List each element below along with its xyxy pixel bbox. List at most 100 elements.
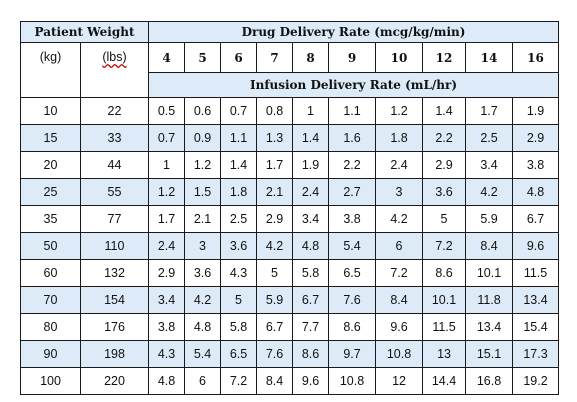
infusion-rate-cell: 15.4 <box>512 313 560 341</box>
infusion-rate-cell: 1.2 <box>375 97 424 125</box>
infusion-rate-cell: 16.8 <box>465 367 514 395</box>
table-row: 90 198 4.3 5.4 6.5 7.6 8.6 9.7 10.8 13 15.1 17.3 <box>20 340 560 368</box>
unit-lbs-text: (lbs) <box>102 50 127 64</box>
table-row: 20 44 1 1.2 1.4 1.7 1.9 2.2 2.4 2.9 3.4 3.8 <box>20 151 560 179</box>
infusion-rate-cell: 10.1 <box>465 259 514 287</box>
infusion-rate-cell: 3.8 <box>328 205 377 233</box>
infusion-rate-cell: 9.7 <box>328 340 377 368</box>
unit-lbs-header: (lbs) <box>79 42 150 98</box>
rate-column-header: 10 <box>375 42 424 73</box>
table-row: 70 154 3.4 4.2 5 5.9 6.7 7.6 8.4 10.1 11.8 13.4 <box>20 286 560 314</box>
rate-column-header: 6 <box>220 42 258 73</box>
table-row: 100 220 4.8 6 7.2 8.4 9.6 10.8 12 14.4 16.8 19.2 <box>20 367 560 395</box>
table-row: 15 33 0.7 0.9 1.1 1.3 1.4 1.6 1.8 2.2 2.5 2.9 <box>20 124 560 152</box>
infusion-rate-cell: 17.3 <box>512 340 560 368</box>
infusion-rate-cell: 1.6 <box>328 124 377 152</box>
infusion-rate-cell: 13.4 <box>465 313 514 341</box>
weight-kg-cell: 25 <box>20 178 81 206</box>
infusion-rate-cell: 10.8 <box>328 367 377 395</box>
infusion-rate-cell: 1.2 <box>148 178 186 206</box>
patient-weight-header: Patient Weight <box>19 21 150 43</box>
header-row-sub: Infusion Delivery Rate (mL/hr) <box>21 72 560 98</box>
infusion-rate-cell: 2.9 <box>256 205 294 233</box>
infusion-rate-cell: 1.3 <box>256 124 294 152</box>
infusion-rate-cell: 4.2 <box>184 286 222 314</box>
infusion-rate-cell: 1.1 <box>328 97 377 125</box>
rate-column-header: 16 <box>512 42 560 73</box>
infusion-rate-cell: 3.6 <box>220 232 258 260</box>
infusion-rate-cell: 6 <box>184 367 222 395</box>
infusion-rate-cell: 7.2 <box>422 232 467 260</box>
weight-kg-cell: 70 <box>20 286 81 314</box>
infusion-rate-cell: 5.8 <box>292 259 330 287</box>
infusion-rate-cell: 3.6 <box>184 259 222 287</box>
weight-lbs-cell: 154 <box>79 286 150 314</box>
weight-kg-cell: 15 <box>20 124 81 152</box>
infusion-rate-cell: 4.8 <box>148 367 186 395</box>
rate-column-header: 5 <box>184 42 222 73</box>
infusion-rate-cell: 12 <box>375 367 424 395</box>
weight-kg-cell: 80 <box>20 313 81 341</box>
weight-kg-cell: 35 <box>20 205 81 233</box>
weight-lbs-cell: 198 <box>79 340 150 368</box>
rate-column-header: 7 <box>256 42 294 73</box>
infusion-rate-cell: 4.8 <box>184 313 222 341</box>
infusion-rate-cell: 8.4 <box>375 286 424 314</box>
weight-kg-cell: 20 <box>20 151 81 179</box>
rate-column-header: 4 <box>148 42 186 73</box>
infusion-rate-cell: 19.2 <box>512 367 560 395</box>
infusion-rate-cell: 2.2 <box>422 124 467 152</box>
infusion-rate-cell: 0.6 <box>184 97 222 125</box>
infusion-rate-cell: 9.6 <box>512 232 560 260</box>
infusion-rate-cell: 1 <box>292 97 330 125</box>
infusion-rate-cell: 3 <box>375 178 424 206</box>
infusion-rate-cell: 1.9 <box>292 151 330 179</box>
infusion-rate-cell: 3 <box>184 232 222 260</box>
infusion-rate-cell: 1.8 <box>220 178 258 206</box>
infusion-rate-cell: 4.8 <box>512 178 560 206</box>
infusion-rate-cell: 6.5 <box>220 340 258 368</box>
infusion-rate-cell: 8.6 <box>422 259 467 287</box>
infusion-rate-cell: 15.1 <box>465 340 514 368</box>
weight-kg-cell: 50 <box>20 232 81 260</box>
infusion-rate-cell: 3.8 <box>148 313 186 341</box>
infusion-rate-cell: 2.1 <box>184 205 222 233</box>
infusion-rate-cell: 1.1 <box>220 124 258 152</box>
infusion-rate-cell: 0.8 <box>256 97 294 125</box>
infusion-rate-cell: 10.1 <box>422 286 467 314</box>
rate-column-header: 12 <box>422 42 467 73</box>
infusion-rate-cell: 0.5 <box>148 97 186 125</box>
infusion-rate-cell: 6.7 <box>256 313 294 341</box>
infusion-rate-cell: 3.6 <box>422 178 467 206</box>
rate-column-header: 9 <box>328 42 377 73</box>
unit-kg-header: (kg) <box>20 42 81 98</box>
infusion-rate-cell: 1.5 <box>184 178 222 206</box>
infusion-rate-cell: 7.6 <box>256 340 294 368</box>
weight-lbs-cell: 132 <box>79 259 150 287</box>
infusion-rate-cell: 13.4 <box>512 286 560 314</box>
infusion-rate-cell: 3.4 <box>292 205 330 233</box>
table-row: 80 176 3.8 4.8 5.8 6.7 7.7 8.6 9.6 11.5 13.4 15.4 <box>20 313 560 341</box>
table-row: 60 132 2.9 3.6 4.3 5 5.8 6.5 7.2 8.6 10.1 11.5 <box>20 259 560 287</box>
infusion-rate-cell: 0.7 <box>220 97 258 125</box>
infusion-rate-cell: 2.9 <box>422 151 467 179</box>
infusion-rate-cell: 1.4 <box>292 124 330 152</box>
infusion-rate-cell: 7.2 <box>220 367 258 395</box>
infusion-rate-cell: 5.4 <box>328 232 377 260</box>
infusion-rate-cell: 8.4 <box>256 367 294 395</box>
infusion-rate-cell: 9.6 <box>292 367 330 395</box>
table-row: 25 55 1.2 1.5 1.8 2.1 2.4 2.7 3 3.6 4.2 4.8 <box>20 178 560 206</box>
infusion-rate-cell: 1.4 <box>422 97 467 125</box>
infusion-rate-cell: 2.5 <box>465 124 514 152</box>
infusion-rate-cell: 2.2 <box>328 151 377 179</box>
infusion-rate-cell: 5.9 <box>465 205 514 233</box>
table-row: 50 110 2.4 3 3.6 4.2 4.8 5.4 6 7.2 8.4 9.6 <box>20 232 560 260</box>
infusion-rate-cell: 1.7 <box>465 97 514 125</box>
infusion-rate-cell: 1.8 <box>375 124 424 152</box>
weight-lbs-cell: 77 <box>79 205 150 233</box>
infusion-rate-cell: 5.8 <box>220 313 258 341</box>
infusion-rate-cell: 0.7 <box>148 124 186 152</box>
infusion-rate-cell: 2.9 <box>148 259 186 287</box>
infusion-rate-cell: 11.8 <box>465 286 514 314</box>
weight-kg-cell: 90 <box>20 340 81 368</box>
